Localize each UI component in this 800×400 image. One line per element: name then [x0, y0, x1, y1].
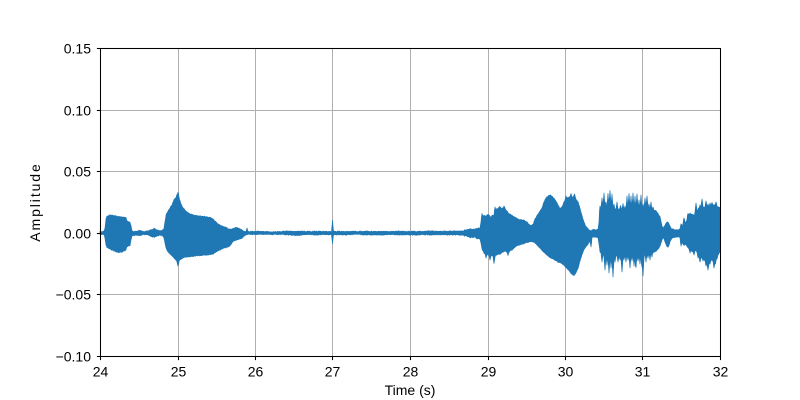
- svg-text:−0.05: −0.05: [56, 287, 92, 303]
- svg-text:25: 25: [171, 364, 187, 380]
- svg-text:0.15: 0.15: [64, 41, 91, 57]
- svg-text:28: 28: [403, 364, 419, 380]
- svg-text:29: 29: [481, 364, 497, 380]
- svg-text:27: 27: [325, 364, 341, 380]
- svg-text:Amplitude: Amplitude: [27, 162, 43, 241]
- svg-text:24: 24: [93, 364, 109, 380]
- svg-text:26: 26: [248, 364, 264, 380]
- svg-text:31: 31: [635, 364, 651, 380]
- svg-text:0.00: 0.00: [64, 226, 91, 242]
- svg-text:30: 30: [558, 364, 574, 380]
- svg-text:0.10: 0.10: [64, 103, 91, 119]
- svg-text:−0.10: −0.10: [56, 349, 92, 365]
- svg-text:32: 32: [713, 364, 729, 380]
- svg-text:0.05: 0.05: [64, 164, 91, 180]
- svg-text:Time (s): Time (s): [385, 382, 436, 398]
